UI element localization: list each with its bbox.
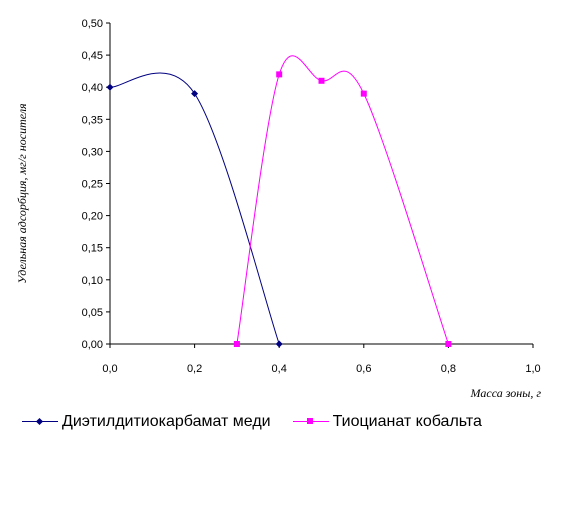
legend-item-series-2: Тиоцианат кобальта — [292, 412, 482, 432]
y-tick-label: 0,50 — [82, 18, 103, 30]
y-tick-label: 0,30 — [82, 146, 103, 158]
y-tick-label: 0,40 — [82, 82, 103, 94]
x-tick-label: 0,2 — [187, 363, 202, 375]
y-tick-label: 0,45 — [82, 50, 103, 62]
y-tick-label: 0,00 — [82, 339, 103, 351]
data-point-series-2 — [233, 341, 240, 347]
series-line-2 — [236, 55, 449, 345]
legend-label-series-1: Диэтилдитиокарбамат меди — [62, 413, 271, 430]
y-axis-ticks: 0,00 0,05 0,10 0,15 0,20 0,25 0,30 0,35 0,40 0,45… — [82, 18, 110, 351]
data-point-series-2 — [276, 71, 283, 78]
x-tick-label: 0,4 — [272, 363, 287, 375]
y-tick-label: 0,25 — [82, 179, 103, 191]
series-line-1 — [109, 72, 280, 345]
series-layer — [106, 55, 452, 348]
legend-key-series-2 — [292, 412, 329, 432]
y-tick-label: 0,15 — [82, 243, 103, 255]
x-tick-label: 0,8 — [441, 363, 456, 375]
data-point-series-1 — [275, 340, 283, 348]
data-point-series-2 — [360, 90, 367, 97]
legend-key-series-1 — [22, 412, 58, 432]
y-tick-label: 0,05 — [82, 307, 103, 319]
x-tick-label: 1,0 — [525, 363, 540, 375]
legend: Диэтилдитиокарбамат меди Тиоцианат кобал… — [22, 412, 504, 432]
y-tick-label: 0,10 — [82, 275, 103, 287]
y-tick-label: 0,35 — [82, 114, 103, 126]
legend-item-series-1: Диэтилдитиокарбамат меди — [22, 412, 271, 432]
y-axis-title: Удельная адсорбция, мг/г носителя — [15, 103, 29, 284]
x-axis-ticks: 0,0 0,2 0,4 0,6 0,8 1,0 — [102, 344, 541, 375]
y-tick-label: 0,20 — [82, 211, 103, 223]
data-point-series-1 — [106, 83, 114, 91]
x-axis-title: Масса зоны, г — [470, 386, 542, 400]
data-point-series-2 — [318, 77, 325, 84]
data-point-series-1 — [191, 90, 199, 98]
x-tick-label: 0,6 — [356, 363, 371, 375]
x-tick-label: 0,0 — [102, 363, 117, 375]
legend-label-series-2: Тиоцианат кобальта — [332, 413, 482, 430]
data-point-series-2 — [445, 341, 452, 347]
